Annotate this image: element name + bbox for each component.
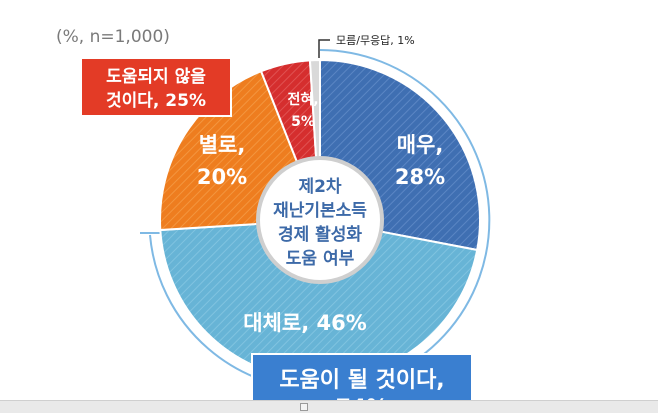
negative-group-label-line: 것이다, 25% xyxy=(106,91,206,111)
bottom-scrollbar[interactable] xyxy=(0,400,658,413)
slice-label-not-much: 별로, xyxy=(199,133,246,157)
negative-group-box: 도움되지 않을 것이다, 25% xyxy=(80,57,232,117)
scroll-handle[interactable] xyxy=(300,403,308,411)
slice-label-not-much: 20% xyxy=(197,165,247,189)
slice-label-very: 28% xyxy=(395,165,445,189)
unknown-leader-line xyxy=(318,39,330,58)
slice-label-unknown: 모름/무응답, 1% xyxy=(336,34,415,47)
slice-label-very: 매우, xyxy=(397,133,444,157)
center-label-line: 경제 활성화 xyxy=(278,224,362,245)
center-label-line: 제2차 xyxy=(298,177,341,197)
center-label-line: 도움 여부 xyxy=(286,249,355,269)
slice-label-not-at-all: 전혀, xyxy=(287,91,318,108)
center-label-line: 재난기본소득 xyxy=(273,201,367,221)
slice-label-mostly: 대체로, 46% xyxy=(243,311,367,335)
negative-group-label-line: 도움되지 않을 xyxy=(106,67,206,87)
positive-group-arc xyxy=(149,49,491,391)
positive-group-label-line: 도움이 될 것이다, xyxy=(279,368,444,393)
slice-label-not-at-all: 5% xyxy=(291,114,315,130)
center-hole xyxy=(256,156,384,284)
pie-slice-labels: 매우, 28% 대체로, 46% 별로, 20% 전혀, 5% xyxy=(197,91,445,335)
sample-note: (%, n=1,000) xyxy=(56,27,170,47)
